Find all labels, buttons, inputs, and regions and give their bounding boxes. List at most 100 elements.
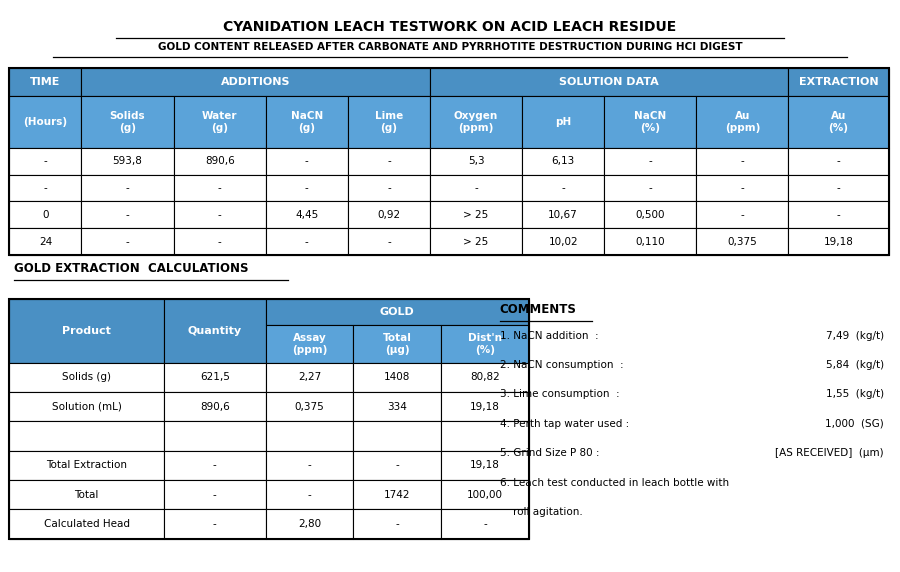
Bar [164,480,266,510]
Text: NaCN
(%): NaCN (%) [634,111,666,133]
Bar [266,422,354,451]
Bar [522,148,604,174]
Bar [9,68,82,96]
Bar [788,201,888,228]
Text: -: - [741,156,744,166]
Bar [9,480,164,510]
Text: -: - [213,490,217,500]
Text: -: - [741,210,744,220]
Text: Total
(μg): Total (μg) [382,333,411,355]
Text: GOLD: GOLD [380,307,415,317]
Bar [604,201,697,228]
Text: 593,8: 593,8 [112,156,142,166]
Text: 80,82: 80,82 [470,372,500,382]
Text: 5,84  (kg/t): 5,84 (kg/t) [825,360,884,370]
Bar [82,148,174,174]
Bar [266,363,354,392]
Text: -: - [305,183,309,193]
Bar [354,363,441,392]
Text: Total: Total [75,490,99,500]
Bar [788,174,888,201]
Text: pH: pH [555,117,572,127]
Text: -: - [648,183,652,193]
Text: -: - [43,183,48,193]
Text: 890,6: 890,6 [205,156,235,166]
Text: 1,55  (kg/t): 1,55 (kg/t) [825,390,884,399]
Bar [354,422,441,451]
Text: EXTRACTION: EXTRACTION [799,77,878,87]
Text: -: - [837,210,841,220]
Bar [354,510,441,539]
Bar [430,201,522,228]
Text: -: - [218,183,221,193]
Bar [82,96,174,148]
Bar [354,451,441,480]
Text: -: - [387,183,391,193]
Text: 10,67: 10,67 [548,210,578,220]
Text: 1742: 1742 [384,490,410,500]
Bar [9,174,82,201]
Bar [441,422,529,451]
Bar [266,392,354,422]
Text: GOLD CONTENT RELEASED AFTER CARBONATE AND PYRRHOTITE DESTRUCTION DURING HCI DIGE: GOLD CONTENT RELEASED AFTER CARBONATE AN… [158,42,742,52]
Text: -: - [837,183,841,193]
Text: -: - [837,156,841,166]
Bar [9,68,888,255]
Bar [430,174,522,201]
Text: Water
(g): Water (g) [202,111,238,133]
Text: NaCN
(g): NaCN (g) [291,111,323,133]
Bar [441,325,529,363]
Bar [164,510,266,539]
Text: 1. NaCN addition  :: 1. NaCN addition : [500,331,598,341]
Text: roll agitation.: roll agitation. [500,507,582,517]
Text: 100,00: 100,00 [467,490,503,500]
Text: 2,27: 2,27 [298,372,321,382]
Text: 2,80: 2,80 [298,519,321,529]
Bar [174,96,266,148]
Bar [266,510,354,539]
Text: -: - [483,519,487,529]
Bar [266,480,354,510]
Text: GOLD EXTRACTION  CALCULATIONS: GOLD EXTRACTION CALCULATIONS [14,262,248,275]
Bar [164,363,266,392]
Bar [788,228,888,255]
Text: 5,3: 5,3 [468,156,484,166]
Text: 4. Perth tap water used :: 4. Perth tap water used : [500,419,629,429]
Bar [430,228,522,255]
Text: 7,49  (kg/t): 7,49 (kg/t) [825,331,884,341]
Text: 890,6: 890,6 [200,402,230,412]
Bar [9,392,164,422]
Bar [788,96,888,148]
Bar [697,201,788,228]
Text: 19,18: 19,18 [470,402,500,412]
Text: 19,18: 19,18 [470,460,500,470]
Bar [9,451,164,480]
Text: Total Extraction: Total Extraction [46,460,127,470]
Bar [266,201,348,228]
Text: COMMENTS: COMMENTS [500,303,577,316]
Text: Product: Product [62,326,111,336]
Text: (Hours): (Hours) [23,117,68,127]
Bar [9,228,82,255]
Bar [174,228,266,255]
Bar [82,174,174,201]
Bar [604,96,697,148]
Bar [9,422,164,451]
Text: -: - [387,156,391,166]
Text: 24: 24 [39,237,52,247]
Bar [266,451,354,480]
Text: 334: 334 [387,402,407,412]
Text: Au
(%): Au (%) [829,111,849,133]
Bar [348,148,430,174]
Text: Oxygen
(ppm): Oxygen (ppm) [454,111,499,133]
Text: 4,45: 4,45 [295,210,319,220]
Bar [697,174,788,201]
Bar [441,480,529,510]
Text: -: - [126,183,130,193]
Bar [441,392,529,422]
Bar [430,68,788,96]
Bar [164,451,266,480]
Text: -: - [305,156,309,166]
Text: 10,02: 10,02 [548,237,578,247]
Bar [266,174,348,201]
